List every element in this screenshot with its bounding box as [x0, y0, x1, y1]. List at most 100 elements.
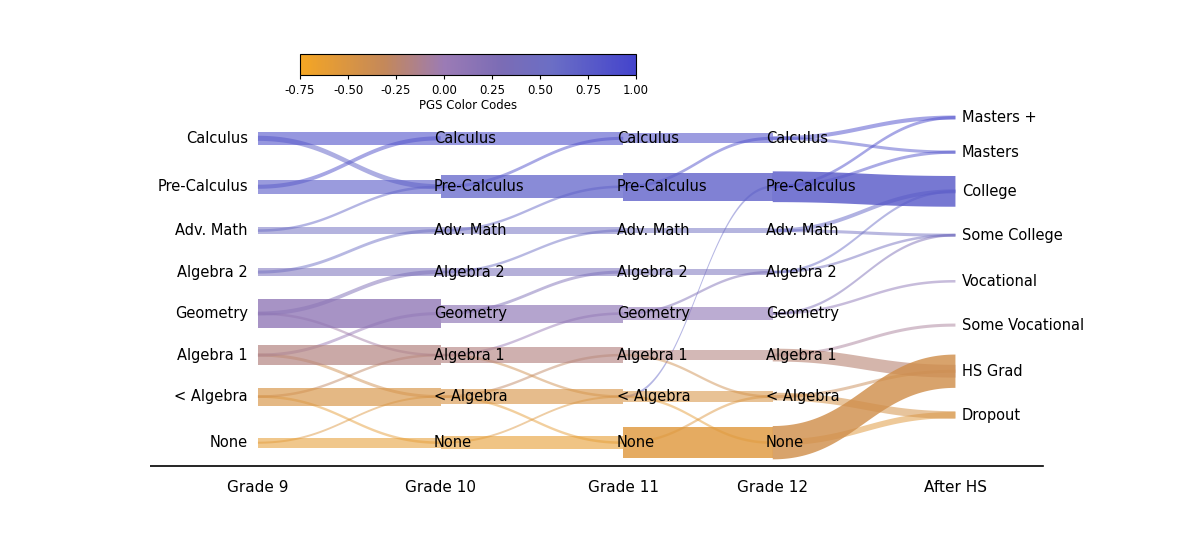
- Polygon shape: [773, 349, 955, 378]
- Polygon shape: [258, 395, 440, 444]
- Polygon shape: [623, 350, 773, 360]
- Polygon shape: [258, 388, 440, 405]
- Polygon shape: [258, 132, 440, 145]
- Polygon shape: [440, 271, 623, 315]
- Text: Pre-Calculus: Pre-Calculus: [157, 179, 248, 194]
- Polygon shape: [773, 280, 955, 315]
- Text: < Algebra: < Algebra: [617, 389, 690, 404]
- Text: None: None: [766, 435, 804, 450]
- Text: None: None: [434, 435, 472, 450]
- Text: Adv. Math: Adv. Math: [617, 223, 689, 238]
- Text: < Algebra: < Algebra: [766, 389, 840, 404]
- Polygon shape: [258, 136, 440, 189]
- Polygon shape: [440, 354, 623, 398]
- Polygon shape: [773, 234, 955, 315]
- Polygon shape: [258, 229, 440, 273]
- Text: Calculus: Calculus: [617, 131, 679, 146]
- Polygon shape: [773, 355, 955, 460]
- Text: Grade 11: Grade 11: [588, 480, 659, 495]
- Text: Algebra 1: Algebra 1: [617, 348, 688, 363]
- Text: None: None: [617, 435, 655, 450]
- Text: Geometry: Geometry: [175, 306, 248, 321]
- Polygon shape: [440, 229, 623, 273]
- Polygon shape: [258, 227, 440, 233]
- Polygon shape: [623, 228, 773, 233]
- Polygon shape: [773, 190, 955, 273]
- Polygon shape: [773, 172, 955, 207]
- Text: Algebra 2: Algebra 2: [766, 265, 836, 280]
- Text: Adv. Math: Adv. Math: [175, 223, 248, 238]
- Polygon shape: [773, 116, 955, 188]
- Text: Grade 10: Grade 10: [406, 480, 476, 495]
- Text: Pre-Calculus: Pre-Calculus: [617, 179, 707, 194]
- Polygon shape: [440, 305, 623, 323]
- Polygon shape: [440, 185, 623, 232]
- Text: Calculus: Calculus: [766, 131, 828, 146]
- Polygon shape: [258, 438, 440, 448]
- Polygon shape: [440, 389, 623, 404]
- Polygon shape: [258, 395, 440, 444]
- Text: After HS: After HS: [924, 480, 986, 495]
- Polygon shape: [773, 412, 955, 446]
- Polygon shape: [623, 133, 773, 144]
- Text: < Algebra: < Algebra: [174, 389, 248, 404]
- Text: Calculus: Calculus: [186, 131, 248, 146]
- Polygon shape: [623, 395, 773, 444]
- Text: Geometry: Geometry: [617, 306, 690, 321]
- Text: Pre-Calculus: Pre-Calculus: [434, 179, 524, 194]
- Polygon shape: [258, 300, 440, 328]
- Polygon shape: [773, 370, 955, 398]
- Text: Masters +: Masters +: [962, 110, 1037, 125]
- Polygon shape: [623, 392, 773, 402]
- Polygon shape: [258, 312, 440, 356]
- Polygon shape: [773, 229, 955, 237]
- Polygon shape: [440, 348, 623, 363]
- Text: Adv. Math: Adv. Math: [434, 223, 506, 238]
- Text: Some Vocational: Some Vocational: [962, 317, 1085, 333]
- Text: Grade 12: Grade 12: [737, 480, 809, 495]
- Polygon shape: [773, 137, 955, 154]
- Polygon shape: [623, 137, 773, 188]
- Text: Grade 9: Grade 9: [227, 480, 289, 495]
- Text: Algebra 1: Algebra 1: [178, 348, 248, 363]
- Polygon shape: [773, 234, 955, 273]
- Polygon shape: [623, 395, 773, 444]
- Polygon shape: [623, 271, 773, 315]
- Polygon shape: [258, 136, 440, 189]
- Text: Algebra 2: Algebra 2: [617, 265, 688, 280]
- Text: HS Grad: HS Grad: [962, 364, 1022, 379]
- X-axis label: PGS Color Codes: PGS Color Codes: [419, 99, 517, 111]
- Polygon shape: [258, 179, 440, 194]
- Polygon shape: [623, 307, 773, 320]
- Polygon shape: [440, 132, 623, 145]
- Polygon shape: [440, 395, 623, 444]
- Polygon shape: [440, 354, 623, 398]
- Text: Calculus: Calculus: [434, 131, 496, 146]
- Polygon shape: [258, 354, 440, 398]
- Polygon shape: [258, 312, 440, 356]
- Polygon shape: [623, 269, 773, 275]
- Polygon shape: [773, 393, 955, 419]
- Text: College: College: [962, 184, 1016, 199]
- Text: Algebra 1: Algebra 1: [766, 348, 836, 363]
- Text: < Algebra: < Algebra: [434, 389, 508, 404]
- Text: Pre-Calculus: Pre-Calculus: [766, 179, 857, 194]
- Text: Algebra 2: Algebra 2: [178, 265, 248, 280]
- Polygon shape: [773, 324, 955, 356]
- Polygon shape: [440, 268, 623, 276]
- Polygon shape: [623, 354, 773, 398]
- Text: Geometry: Geometry: [766, 306, 839, 321]
- Text: Algebra 2: Algebra 2: [434, 265, 505, 280]
- Polygon shape: [440, 436, 623, 449]
- Polygon shape: [440, 312, 623, 356]
- Text: Algebra 1: Algebra 1: [434, 348, 505, 363]
- Text: Dropout: Dropout: [962, 408, 1021, 423]
- Polygon shape: [773, 115, 955, 140]
- Text: Masters: Masters: [962, 145, 1020, 160]
- Polygon shape: [258, 270, 440, 316]
- Polygon shape: [258, 354, 440, 398]
- Polygon shape: [440, 137, 623, 188]
- Text: Geometry: Geometry: [434, 306, 506, 321]
- Polygon shape: [773, 189, 955, 233]
- Polygon shape: [623, 185, 773, 398]
